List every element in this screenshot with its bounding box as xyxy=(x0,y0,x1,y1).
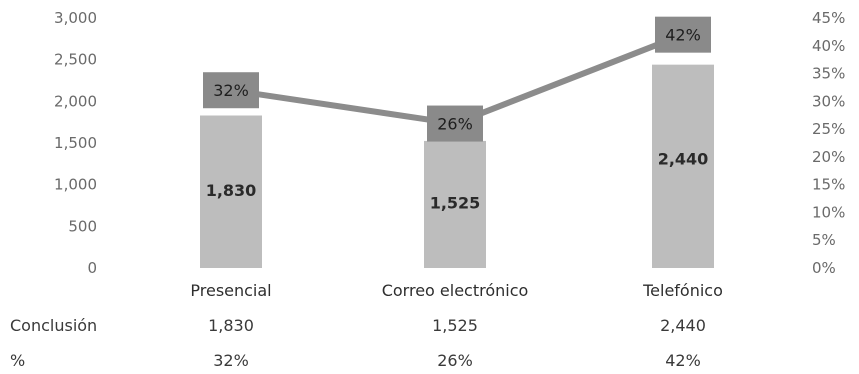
table-cell: 1,830 xyxy=(208,316,254,335)
percent-value-label: 26% xyxy=(437,115,473,134)
bar xyxy=(200,115,262,268)
table-row-label: % xyxy=(10,351,25,370)
y-right-tick-label: 25% xyxy=(812,120,845,138)
category-label: Telefónico xyxy=(642,281,723,300)
bar-value-label: 1,830 xyxy=(206,181,257,200)
y-right-tick-label: 15% xyxy=(812,176,845,194)
y-left-tick-label: 2,000 xyxy=(54,92,97,110)
bar xyxy=(652,64,714,269)
y-left-tick-label: 500 xyxy=(68,217,97,235)
table-cell: 42% xyxy=(665,351,701,370)
percent-value-label: 32% xyxy=(213,81,249,100)
table-cell: 1,525 xyxy=(432,316,478,335)
category-label: Presencial xyxy=(190,281,271,300)
percent-label-box xyxy=(427,105,483,142)
percent-value-label: 42% xyxy=(665,26,701,45)
bar-value-label: 2,440 xyxy=(658,150,709,169)
y-right-tick-label: 5% xyxy=(812,231,836,249)
y-left-tick-label: 0 xyxy=(87,259,97,277)
percent-label-box xyxy=(203,72,259,109)
y-right-tick-label: 30% xyxy=(812,92,845,110)
bar xyxy=(424,140,486,268)
y-right-tick-label: 40% xyxy=(812,37,845,55)
table-row-label: Conclusión xyxy=(10,316,97,335)
y-right-tick-label: 10% xyxy=(812,203,845,221)
y-left-tick-label: 1,000 xyxy=(54,176,97,194)
y-left-tick-label: 3,000 xyxy=(54,9,97,27)
category-label: Correo electrónico xyxy=(382,281,529,300)
y-right-tick-label: 35% xyxy=(812,65,845,83)
table-cell: 32% xyxy=(213,351,249,370)
table-cell: 26% xyxy=(437,351,473,370)
y-left-tick-label: 1,500 xyxy=(54,134,97,152)
percent-label-box xyxy=(655,16,711,53)
y-left-tick-label: 2,500 xyxy=(54,51,97,69)
table-cell: 2,440 xyxy=(660,316,706,335)
bar-value-label: 1,525 xyxy=(430,193,481,212)
y-right-tick-label: 0% xyxy=(812,259,836,277)
y-right-tick-label: 20% xyxy=(812,148,845,166)
y-right-tick-label: 45% xyxy=(812,9,845,27)
